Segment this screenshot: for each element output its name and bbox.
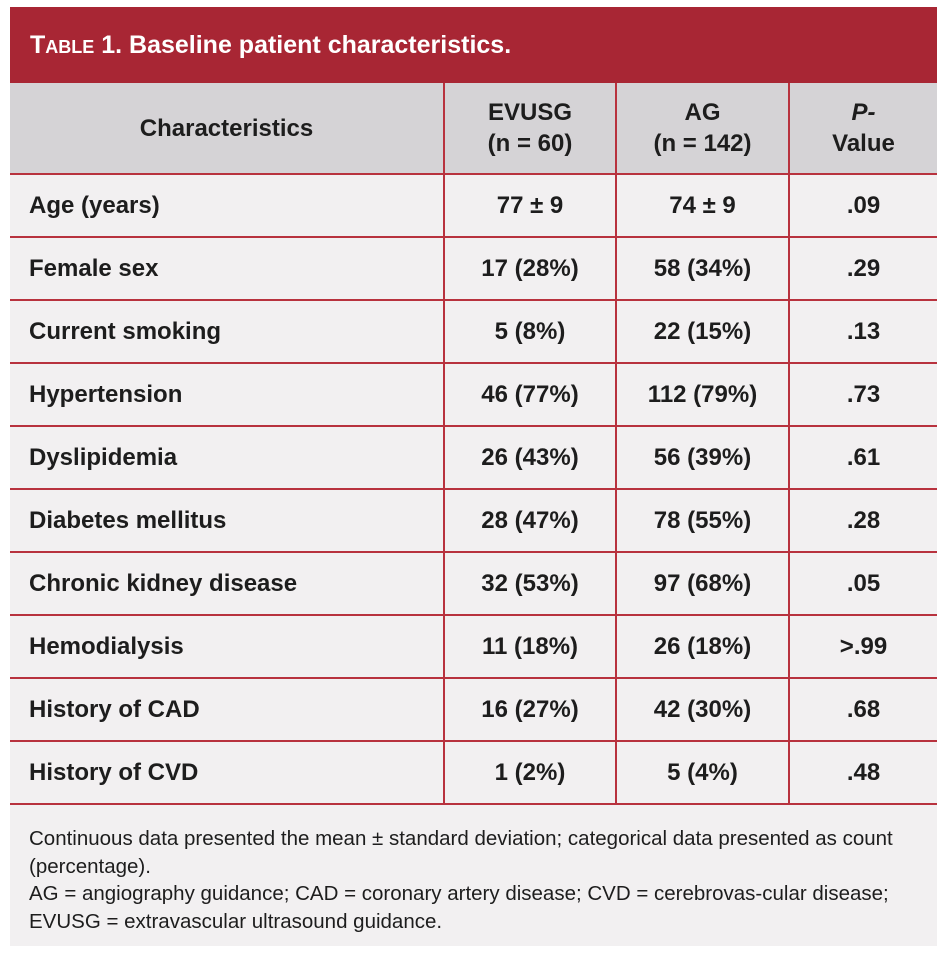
- table-cell: .05: [788, 552, 937, 616]
- table-row: Current smoking 5 (8%) 22 (15%) .13: [10, 300, 937, 364]
- table-cell: Diabetes mellitus: [10, 489, 444, 553]
- table-container: Table 1. Baseline patient characteristic…: [10, 7, 937, 946]
- table-cell: Dyslipidemia: [10, 426, 444, 490]
- footnotes: Continuous data presented the mean ± sta…: [10, 805, 937, 935]
- table-cell: 22 (15%): [615, 300, 789, 364]
- column-header-line: P-: [851, 99, 876, 126]
- table-cell: 56 (39%): [615, 426, 789, 490]
- table-cell: Current smoking: [10, 300, 444, 364]
- characteristics-table: Characteristics EVUSG (n = 60) AG (n = 142) P…: [10, 83, 937, 805]
- column-header: P- Value: [788, 83, 937, 175]
- column-header-line: EVUSG: [487, 99, 573, 126]
- footnote: AG = angiography guidance; CAD = coronar…: [29, 882, 889, 933]
- column-header: EVUSG (n = 60): [443, 83, 616, 175]
- table-cell: 1 (2%): [443, 741, 616, 805]
- table-cell: 42 (30%): [615, 678, 789, 742]
- table-cell: .61: [788, 426, 937, 490]
- table-row: Diabetes mellitus 28 (47%) 78 (55%) .28: [10, 489, 937, 553]
- table-cell: 5 (8%): [443, 300, 616, 364]
- table-cell: 112 (79%): [615, 363, 789, 427]
- table-label: Table 1.: [30, 31, 123, 59]
- table-cell: 26 (43%): [443, 426, 616, 490]
- table-cell: .68: [788, 678, 937, 742]
- table-cell: 74 ± 9: [615, 174, 789, 238]
- table-cell: 46 (77%): [443, 363, 616, 427]
- table-cell: Hypertension: [10, 363, 444, 427]
- table-cell: .13: [788, 300, 937, 364]
- table-cell: >.99: [788, 615, 937, 679]
- table-cell: 97 (68%): [615, 552, 789, 616]
- column-header: Characteristics: [10, 83, 444, 175]
- table-cell: 32 (53%): [443, 552, 616, 616]
- table-cell: 58 (34%): [615, 237, 789, 301]
- table-row: Chronic kidney disease 32 (53%) 97 (68%) .0…: [10, 552, 937, 616]
- table-cell: .28: [788, 489, 937, 553]
- table-row: History of CAD 16 (27%) 42 (30%) .68: [10, 678, 937, 742]
- table-row: Dyslipidemia 26 (43%) 56 (39%) .61: [10, 426, 937, 490]
- table-cell: 28 (47%): [443, 489, 616, 553]
- column-header-line: Characteristics: [139, 114, 314, 142]
- table-cell: 16 (27%): [443, 678, 616, 742]
- table-row: History of CVD 1 (2%) 5 (4%) .48: [10, 741, 937, 805]
- table-row: Age (years) 77 ± 9 74 ± 9.09: [10, 174, 937, 238]
- table-cell: History of CAD: [10, 678, 444, 742]
- table-cell: .73: [788, 363, 937, 427]
- table-cell: Hemodialysis: [10, 615, 444, 679]
- table-cell: .29: [788, 237, 937, 301]
- table-cell: 26 (18%): [615, 615, 789, 679]
- table-cell: .48: [788, 741, 937, 805]
- table-row: Female sex 17 (28%) 58 (34%) .29: [10, 237, 937, 301]
- table-cell: Chronic kidney disease: [10, 552, 444, 616]
- table-cell: Age (years): [10, 174, 444, 238]
- header-row: Characteristics EVUSG (n = 60) AG (n = 142) P…: [10, 83, 937, 175]
- table-row: Hypertension 46 (77%) 112 (79%) .73: [10, 363, 937, 427]
- table-cell: .09: [788, 174, 937, 238]
- column-header-line: Value: [832, 130, 895, 157]
- column-header-line: (n = 142): [653, 130, 752, 157]
- table-cell: Female sex: [10, 237, 444, 301]
- column-header-line: (n = 60): [487, 130, 573, 157]
- table-row: Hemodialysis 11 (18%) 26 (18%) >.99: [10, 615, 937, 679]
- table-cell: 77 ± 9: [443, 174, 616, 238]
- column-header-line: AG: [684, 99, 721, 126]
- table-cell: 11 (18%): [443, 615, 616, 679]
- footnote: Continuous data presented the mean ± sta…: [29, 827, 893, 878]
- table-title: Table 1. Baseline patient characteristic…: [10, 7, 937, 83]
- table-cell: 17 (28%): [443, 237, 616, 301]
- table-cell: 5 (4%): [615, 741, 789, 805]
- table-cell: 78 (55%): [615, 489, 789, 553]
- table-title-text: Baseline patient characteristics.: [122, 31, 512, 59]
- table-cell: History of CVD: [10, 741, 444, 805]
- column-header: AG (n = 142): [615, 83, 789, 175]
